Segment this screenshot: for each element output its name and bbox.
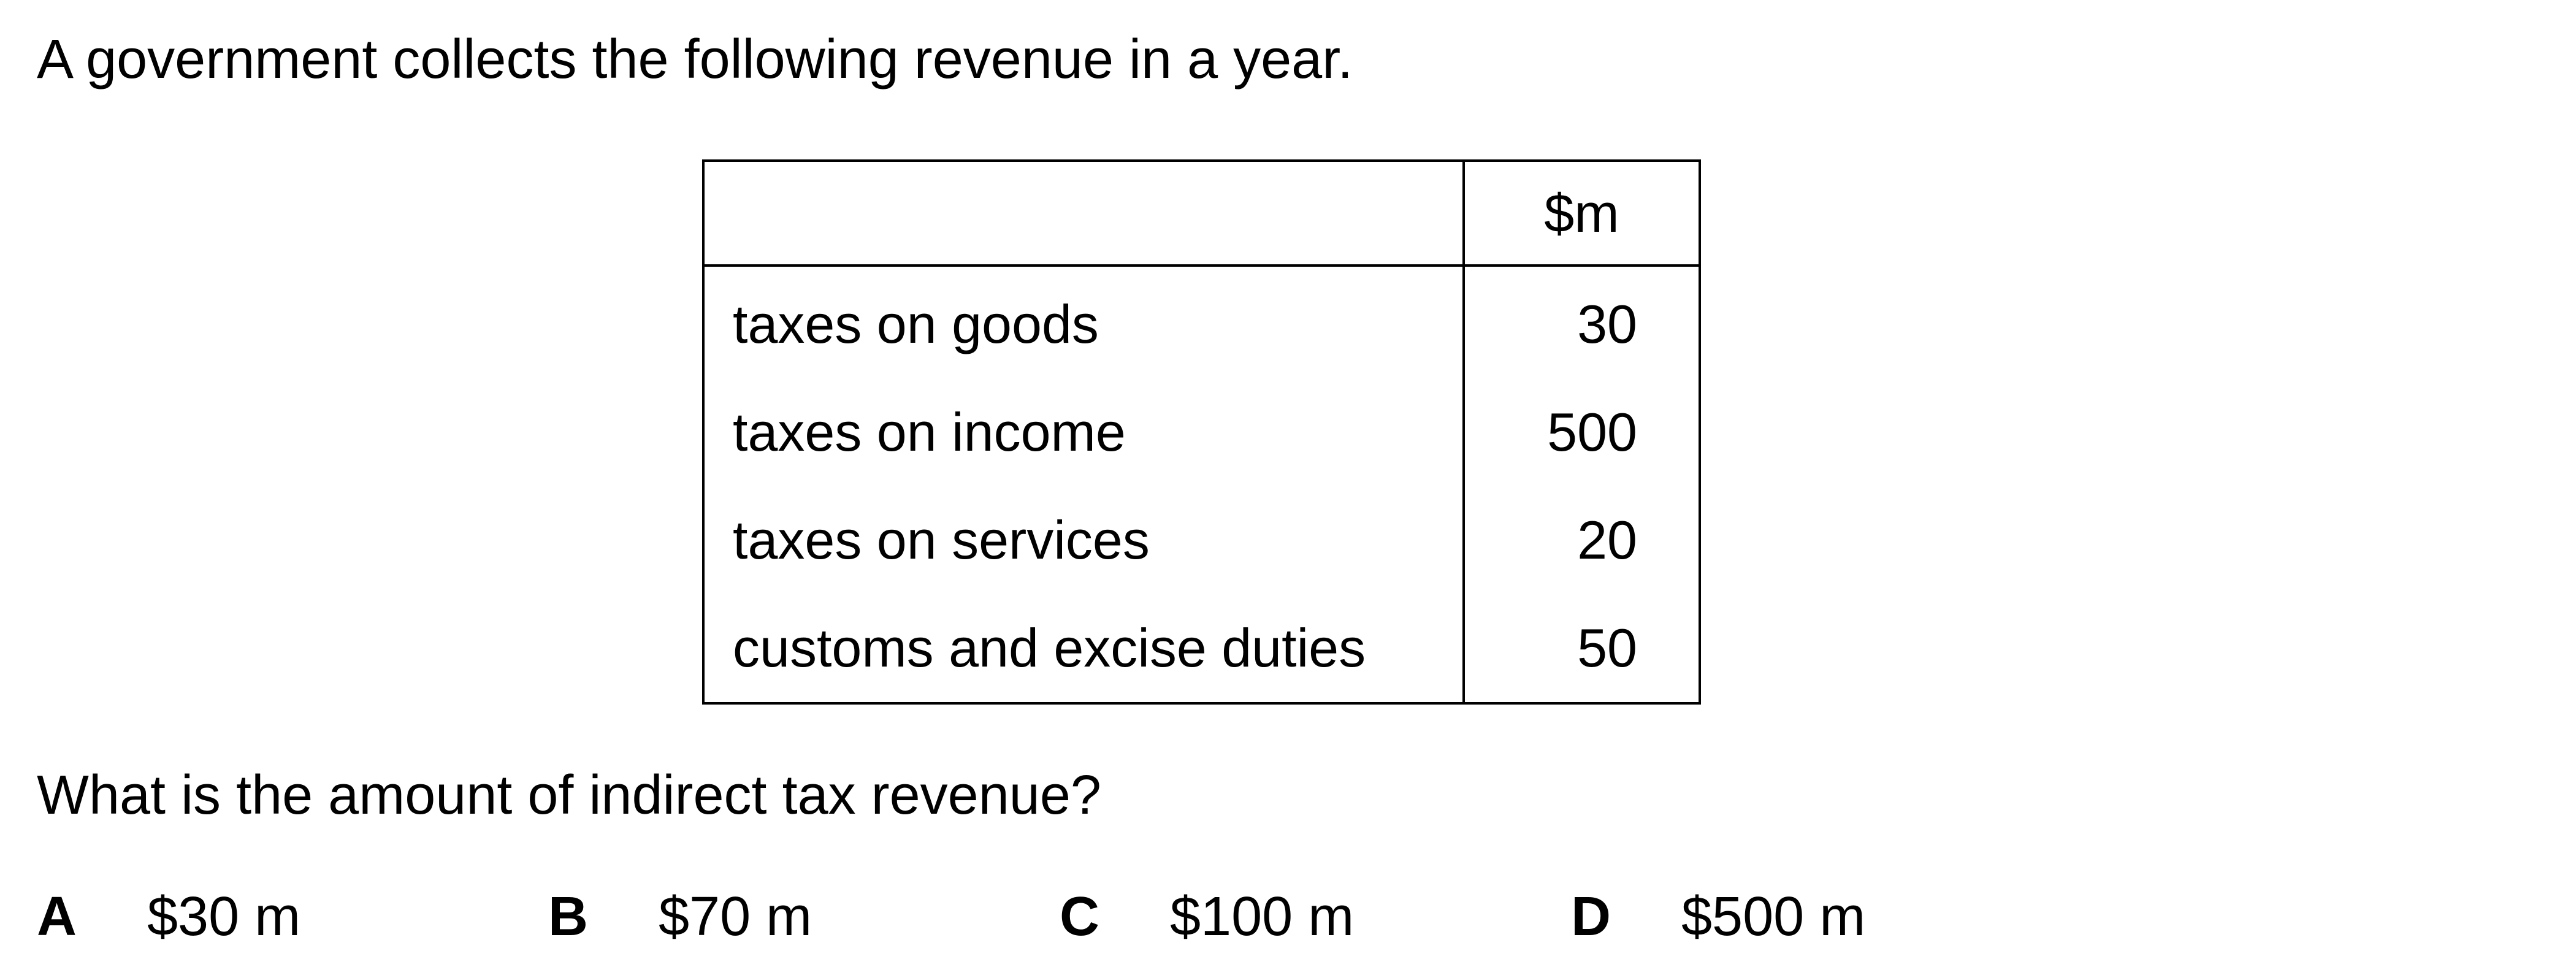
table-row: taxes on goods 30 (702, 266, 1702, 378)
option-letter: B (548, 886, 588, 947)
intro-text: A government collects the following reve… (37, 29, 1353, 90)
header-unit-cell: $m (1462, 159, 1702, 267)
row-value-taxes-on-income: 500 (1462, 378, 1702, 486)
table-row: taxes on services 20 (702, 486, 1702, 594)
table-header-row: $m (702, 159, 1702, 267)
row-value-customs-and-excise: 50 (1462, 594, 1702, 705)
table-row: taxes on income 500 (702, 378, 1702, 486)
row-label-taxes-on-income: taxes on income (702, 378, 1464, 486)
row-label-taxes-on-services: taxes on services (702, 486, 1464, 594)
option-letter: D (1571, 886, 1611, 947)
revenue-table: $m taxes on goods 30 taxes on income 500… (702, 159, 1702, 705)
option-d[interactable]: D $500 m (1571, 886, 1865, 947)
row-value-taxes-on-services: 20 (1462, 486, 1702, 594)
row-label-customs-and-excise: customs and excise duties (702, 594, 1464, 705)
question-prompt: What is the amount of indirect tax reven… (37, 765, 1101, 826)
option-text: $100 m (1170, 886, 1355, 947)
option-b[interactable]: B $70 m (548, 886, 812, 947)
row-label-taxes-on-goods: taxes on goods (702, 266, 1464, 378)
option-text: $30 m (147, 886, 301, 947)
option-text: $70 m (659, 886, 812, 947)
header-label-cell (702, 159, 1464, 267)
answer-options: A $30 m B $70 m C $100 m D $500 m (0, 889, 2576, 957)
table-row: customs and excise duties 50 (702, 594, 1702, 705)
option-c[interactable]: C $100 m (1060, 886, 1354, 947)
option-text: $500 m (1681, 886, 1866, 947)
option-letter: C (1060, 886, 1099, 947)
option-a[interactable]: A $30 m (37, 886, 300, 947)
row-value-taxes-on-goods: 30 (1462, 266, 1702, 378)
option-letter: A (37, 886, 77, 947)
